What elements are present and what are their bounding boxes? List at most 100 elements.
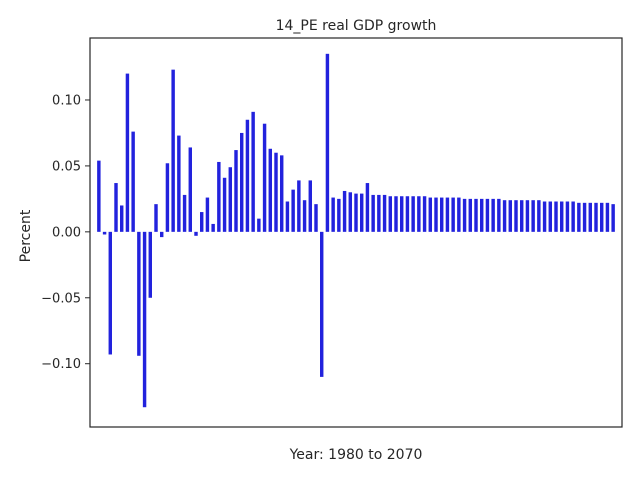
bar-2008	[257, 218, 261, 232]
bar-1997	[194, 231, 198, 236]
bar-2069	[605, 202, 610, 232]
bar-2051	[502, 200, 507, 232]
bar-2017	[308, 180, 312, 232]
bar-2045	[468, 198, 472, 232]
bar-2032	[394, 196, 398, 232]
bar-2010	[268, 148, 272, 232]
bar-2038	[428, 197, 432, 232]
bar-2040	[440, 197, 444, 232]
bar-2059	[548, 201, 552, 232]
bar-2060	[554, 201, 558, 232]
y-axis-label: Percent	[18, 209, 34, 262]
bar-2044	[462, 198, 467, 232]
bar-2068	[600, 202, 604, 232]
bar-2018	[314, 204, 318, 232]
bar-2066	[588, 202, 592, 232]
bar-2052	[508, 200, 512, 232]
bar-2020	[325, 53, 330, 232]
bar-2065	[582, 202, 587, 232]
bar-2015	[297, 180, 301, 232]
x-axis-label: Year: 1980 to 2070	[289, 447, 423, 463]
bar-2047	[480, 198, 484, 232]
bar-2026	[360, 193, 364, 232]
bar-1981	[102, 231, 107, 235]
y-tick-label: −0.10	[41, 357, 81, 372]
bar-2016	[302, 200, 307, 232]
bar-1990	[154, 204, 158, 232]
bar-1999	[205, 197, 210, 232]
bar-2002	[222, 177, 227, 232]
bar-2057	[537, 200, 541, 232]
bar-1986	[131, 131, 135, 232]
plot-frame	[89, 37, 623, 428]
bar-1982	[108, 231, 112, 355]
bar-2012	[280, 155, 284, 232]
bar-2025	[354, 193, 358, 232]
bar-2042	[451, 197, 455, 232]
bar-2007	[251, 111, 255, 232]
bar-2063	[571, 201, 575, 232]
bar-2055	[525, 200, 530, 232]
bar-1996	[188, 147, 192, 232]
bar-2004	[234, 150, 238, 232]
bar-2054	[520, 200, 524, 232]
bar-1980	[97, 160, 101, 232]
y-tick-label: 0.10	[52, 93, 81, 108]
bar-2003	[228, 167, 232, 232]
bar-2006	[245, 119, 250, 232]
bar-2028	[371, 194, 375, 232]
bar-2058	[542, 201, 547, 232]
bar-2041	[445, 197, 450, 232]
bar-1989	[148, 231, 152, 298]
bar-2013	[285, 201, 290, 232]
bar-2035	[411, 196, 415, 232]
bar-1995	[182, 194, 187, 232]
bar-2056	[531, 200, 535, 232]
bar-2053	[514, 200, 518, 232]
bar-1992	[165, 163, 170, 232]
bar-2001	[217, 161, 221, 232]
bar-2062	[565, 201, 570, 232]
bar-2021	[331, 197, 335, 232]
bar-2022	[337, 198, 341, 232]
y-tick-label: 0.05	[52, 159, 81, 174]
bar-2037	[422, 196, 427, 232]
bar-2030	[382, 194, 387, 232]
bar-2019	[320, 231, 324, 377]
bar-1983	[114, 183, 118, 232]
bar-1987	[137, 231, 141, 356]
bar-series	[97, 53, 615, 408]
bar-2064	[577, 202, 581, 232]
bar-1984	[120, 205, 124, 232]
bar-1991	[160, 231, 164, 238]
bar-2046	[474, 198, 478, 232]
y-tick-label: 0.00	[52, 225, 81, 240]
bar-1998	[200, 212, 204, 232]
bar-2033	[400, 196, 404, 232]
bar-1985	[125, 73, 130, 232]
bar-2029	[377, 194, 381, 232]
bar-2067	[594, 202, 598, 232]
bar-2031	[388, 196, 392, 232]
bar-2049	[491, 198, 495, 232]
bar-2000	[211, 223, 215, 232]
bar-1994	[177, 135, 181, 232]
bar-2014	[291, 189, 295, 232]
bar-2043	[457, 197, 461, 232]
bar-2050	[497, 198, 501, 232]
bar-2061	[560, 201, 564, 232]
bar-2039	[434, 197, 438, 232]
bar-2070	[611, 204, 615, 232]
bar-2024	[348, 192, 352, 232]
bar-2005	[240, 132, 244, 232]
bar-2009	[262, 123, 267, 232]
y-axis: −0.10 −0.05 0.00 0.05 0.10	[41, 93, 90, 372]
bar-2027	[365, 183, 370, 232]
bar-1993	[171, 69, 175, 232]
chart-title: 14_PE real GDP growth	[276, 18, 437, 34]
bar-2036	[417, 196, 421, 232]
bar-2023	[342, 190, 347, 232]
bar-1988	[142, 231, 147, 408]
bar-2034	[405, 196, 410, 232]
